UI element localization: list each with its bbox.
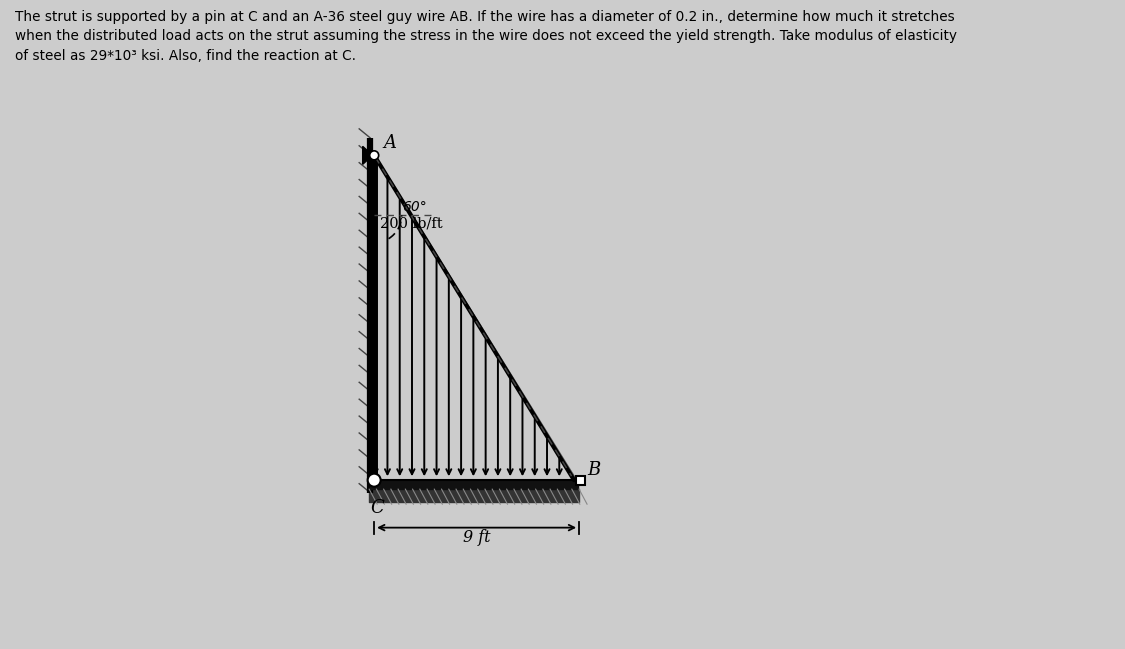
Circle shape bbox=[368, 474, 380, 487]
Circle shape bbox=[370, 151, 379, 160]
Text: of steel as 29*10³ ksi. Also, find the reaction at C.: of steel as 29*10³ ksi. Also, find the r… bbox=[15, 49, 356, 63]
Text: 60°: 60° bbox=[402, 201, 426, 214]
Bar bbox=[576, 476, 585, 485]
Text: 9 ft: 9 ft bbox=[462, 529, 490, 546]
Text: B: B bbox=[587, 461, 601, 479]
Text: The strut is supported by a pin at C and an A-36 steel guy wire AB. If the wire : The strut is supported by a pin at C and… bbox=[15, 10, 954, 24]
Polygon shape bbox=[362, 146, 372, 164]
Text: when the distributed load acts on the strut assuming the stress in the wire does: when the distributed load acts on the st… bbox=[15, 29, 956, 43]
Text: A: A bbox=[384, 134, 396, 152]
Text: C: C bbox=[370, 498, 384, 517]
Text: 200 lb/ft: 200 lb/ft bbox=[380, 217, 443, 231]
